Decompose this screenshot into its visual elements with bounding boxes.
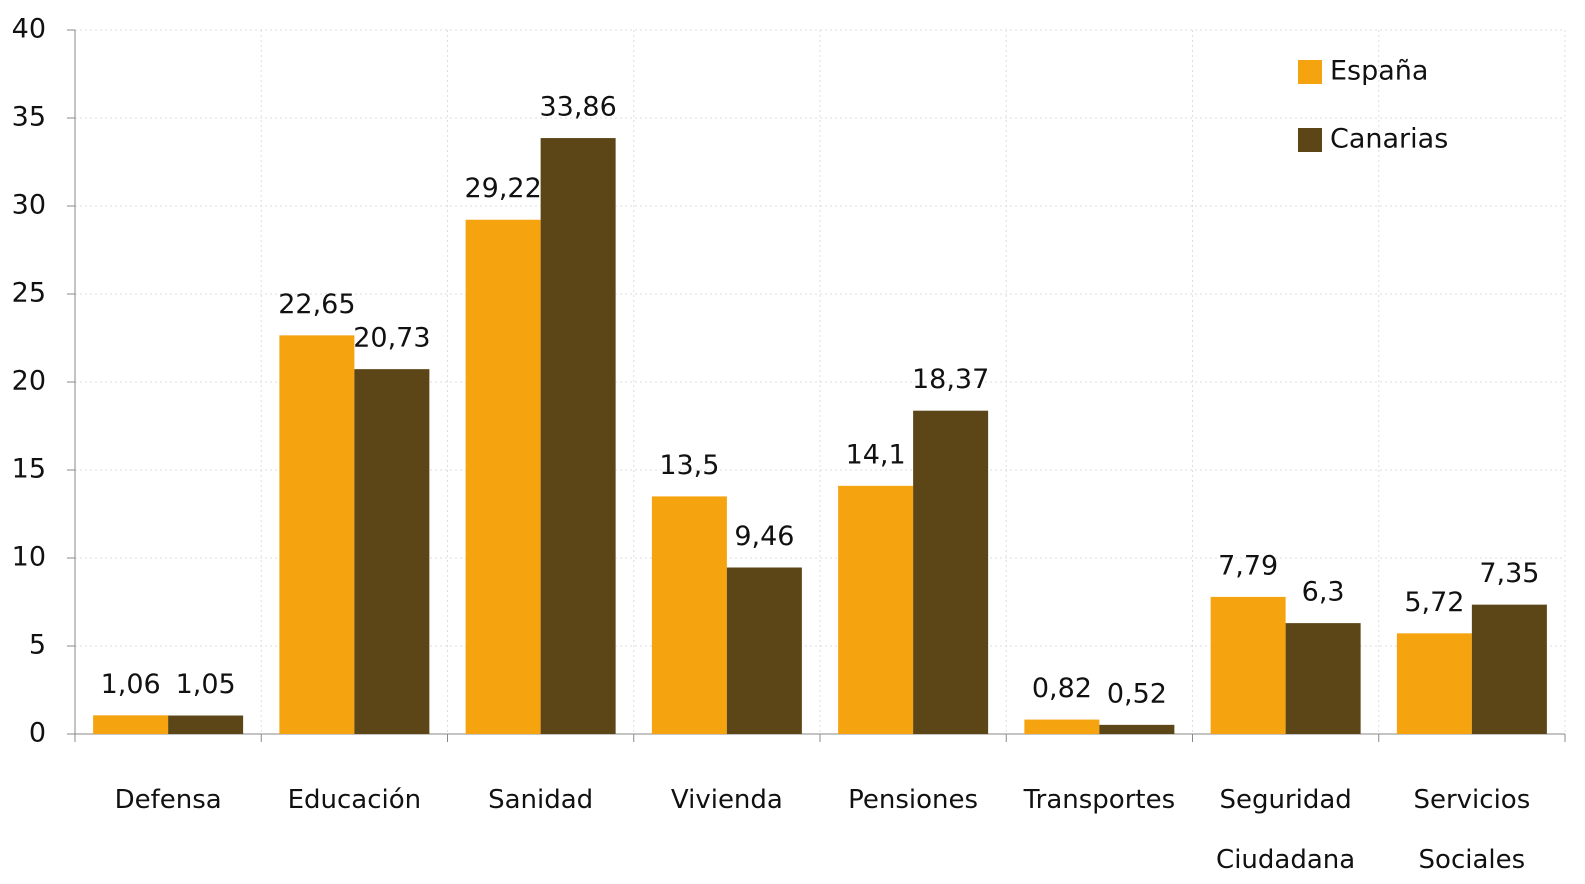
- bar: [1024, 719, 1100, 734]
- data-label: 0,52: [1107, 678, 1167, 709]
- bar: [540, 138, 616, 735]
- legend-label: Canarias: [1330, 124, 1448, 155]
- data-label: 0,82: [1032, 673, 1092, 704]
- bar: [726, 567, 802, 734]
- y-tick-label: 5: [29, 630, 46, 661]
- data-label: 33,86: [539, 92, 616, 123]
- y-tick-label: 0: [29, 718, 46, 749]
- bar: [838, 485, 914, 734]
- bar: [465, 219, 541, 734]
- data-label: 9,46: [734, 521, 794, 552]
- y-tick-label: 10: [12, 542, 46, 573]
- y-tick-label: 20: [12, 366, 46, 397]
- x-tick-label: Sanidad: [488, 785, 594, 815]
- x-tick-label: Defensa: [114, 785, 222, 815]
- data-label: 18,37: [912, 364, 989, 395]
- data-label: 1,06: [101, 669, 161, 700]
- bar: [279, 335, 355, 734]
- bar: [1285, 623, 1361, 734]
- data-label: 20,73: [353, 323, 430, 354]
- legend-label: España: [1330, 56, 1428, 87]
- bar: [651, 496, 727, 734]
- y-tick-label: 15: [12, 454, 46, 485]
- legend-swatch: [1298, 60, 1322, 84]
- bar: [168, 715, 244, 734]
- bar: [93, 715, 169, 734]
- legend-swatch: [1298, 128, 1322, 152]
- bar: [1210, 596, 1286, 734]
- y-tick-label: 30: [12, 190, 46, 221]
- y-tick-label: 40: [12, 14, 46, 45]
- bar: [354, 369, 430, 734]
- y-tick-label: 35: [12, 102, 46, 133]
- data-label: 29,22: [464, 173, 541, 204]
- data-label: 1,05: [176, 669, 236, 700]
- x-tick-label: Vivienda: [670, 785, 783, 815]
- x-tick-label: Servicios Sociales: [1413, 785, 1531, 875]
- x-tick-label: Transportes: [1023, 785, 1176, 815]
- bar: [913, 410, 989, 734]
- x-tick-label: Seguridad Ciudadana: [1216, 785, 1356, 875]
- x-tick-label: Pensiones: [848, 785, 979, 815]
- data-label: 7,35: [1479, 558, 1539, 589]
- data-label: 7,79: [1218, 550, 1278, 581]
- data-label: 13,5: [659, 450, 719, 481]
- bar: [1099, 724, 1175, 734]
- y-tick-label: 25: [12, 278, 46, 309]
- data-label: 14,1: [846, 439, 906, 470]
- x-tick-label: Educación: [287, 785, 422, 815]
- data-label: 5,72: [1404, 587, 1464, 618]
- data-label: 6,3: [1302, 577, 1345, 608]
- bar: [1471, 604, 1547, 734]
- bar: [1396, 633, 1472, 734]
- data-label: 22,65: [278, 289, 355, 320]
